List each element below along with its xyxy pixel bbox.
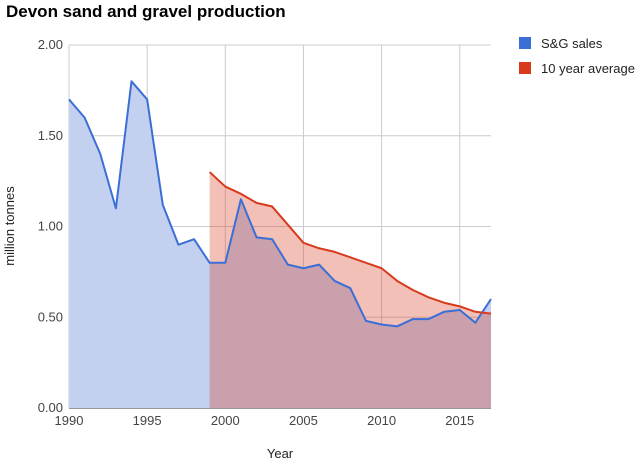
series-lines	[68, 80, 492, 328]
series-line	[68, 80, 492, 328]
legend-label: S&G sales	[541, 36, 603, 51]
x-tick-label: 2015	[445, 413, 474, 428]
x-tick-label: 2005	[289, 413, 318, 428]
series-area	[69, 81, 491, 409]
legend: S&G sales 10 year average	[519, 36, 635, 76]
legend-swatch	[519, 62, 531, 74]
y-tick-labels: 0.00 0.50 1.00 1.50 2.00	[38, 37, 63, 415]
y-tick-label: 1.00	[38, 219, 63, 234]
x-tick-label: 2000	[211, 413, 240, 428]
y-tick-label: 2.00	[38, 37, 63, 52]
legend-label: 10 year average	[541, 61, 635, 76]
legend-swatch	[519, 37, 531, 49]
series-areas	[69, 81, 491, 409]
y-tick-label: 0.00	[38, 400, 63, 415]
y-tick-label: 0.50	[38, 309, 63, 324]
chart-title: Devon sand and gravel production	[6, 2, 286, 21]
x-tick-label: 2010	[367, 413, 396, 428]
x-tick-label: 1995	[133, 413, 162, 428]
series-line	[208, 171, 492, 315]
y-axis-title: million tonnes	[2, 186, 17, 266]
x-axis-title: Year	[267, 446, 294, 461]
x-tick-label: 1990	[55, 413, 84, 428]
y-tick-label: 1.50	[38, 128, 63, 143]
x-tick-labels: 1990 1995 2000 2005 2010 2015	[55, 413, 475, 428]
